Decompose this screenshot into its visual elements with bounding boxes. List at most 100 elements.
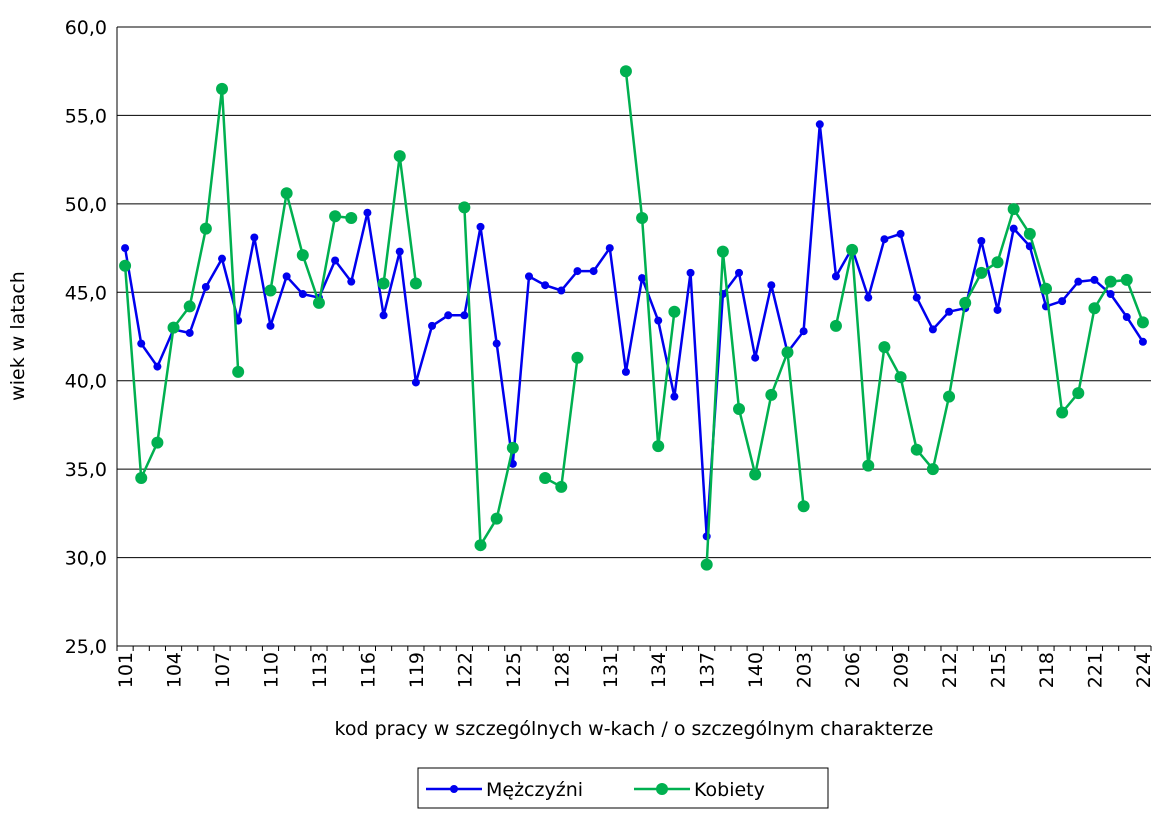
x-tick-label: 116 [357,652,379,688]
data-point [977,236,986,245]
data-point [945,307,954,316]
data-point [1122,313,1131,322]
data-point [896,229,905,238]
data-point [716,245,729,258]
data-point [264,284,277,297]
data-point [201,282,210,291]
x-tick-label: 107 [212,652,234,688]
data-point [555,480,568,493]
data-point [218,254,227,263]
data-point [377,277,390,290]
data-point [135,471,148,484]
data-point [654,316,663,325]
data-point [781,346,794,359]
data-point [1136,316,1149,329]
data-point [605,244,614,253]
data-point [216,82,229,95]
data-point [638,274,647,283]
legend-box [417,767,829,809]
data-point [797,500,810,513]
data-point [363,208,372,217]
data-point [928,325,937,334]
data-point [331,256,340,265]
legend-label: Mężczyźni [486,779,583,801]
x-tick-label: 221 [1084,652,1106,688]
data-point [878,341,891,354]
legend-swatch [450,785,458,793]
x-tick-label: 128 [551,652,573,688]
x-tick-label: 212 [939,652,961,688]
x-tick-label: 140 [745,652,767,688]
x-tick-label: 209 [891,652,913,688]
data-point [395,247,404,256]
data-point [153,362,162,371]
data-point [524,272,533,281]
data-point [700,558,713,571]
y-tick-label: 55,0 [65,105,107,127]
data-point [573,267,582,276]
data-point [670,392,679,401]
data-point [1023,227,1036,240]
x-tick-label: 125 [503,652,525,688]
x-axis-title: kod pracy w szczególnych w-kach / o szcz… [335,718,934,740]
legend-label: Kobiety [694,779,765,801]
data-point [619,65,632,78]
data-point [296,249,309,262]
data-point [589,267,598,276]
data-point [735,268,744,277]
data-point [1104,275,1117,288]
x-tick-label: 122 [454,652,476,688]
data-point [121,244,130,253]
data-point [1106,290,1115,299]
data-point [846,243,859,256]
x-tick-label: 215 [988,652,1010,688]
data-point [474,539,487,552]
data-point [1058,297,1067,306]
data-point [991,256,1004,269]
data-point [959,296,972,309]
y-tick-label: 50,0 [65,194,107,216]
x-tick-label: 131 [600,652,622,688]
x-tick-label: 224 [1133,652,1155,688]
y-tick-label: 25,0 [65,636,107,658]
data-point [167,321,180,334]
data-point [411,378,420,387]
data-point [910,443,923,456]
data-point [137,339,146,348]
data-point [831,272,840,281]
data-point [250,233,259,242]
data-point [183,300,196,313]
data-point [864,293,873,302]
data-point [428,321,437,330]
data-point [880,235,889,244]
data-point [1120,273,1133,286]
x-tick-label: 134 [648,652,670,688]
data-point [347,277,356,286]
y-tick-label: 40,0 [65,371,107,393]
data-point [943,390,956,403]
data-point [409,277,422,290]
data-point [476,222,485,231]
data-point [829,319,842,332]
x-tick-label: 137 [697,652,719,688]
data-point [767,281,776,290]
data-point [751,353,760,362]
data-point [668,305,681,318]
y-tick-label: 35,0 [65,459,107,481]
data-point [1009,224,1018,233]
x-tick-label: 203 [794,652,816,688]
x-tick-label: 113 [309,652,331,688]
data-point [621,367,630,376]
data-point [282,272,291,281]
data-point [557,286,566,295]
y-tick-label: 30,0 [65,548,107,570]
y-tick-label: 60,0 [65,17,107,39]
data-point [765,388,778,401]
data-point [151,436,164,449]
data-point [119,259,132,272]
x-tick-label: 104 [164,652,186,688]
data-point [1138,337,1147,346]
x-tick-label: 218 [1036,652,1058,688]
